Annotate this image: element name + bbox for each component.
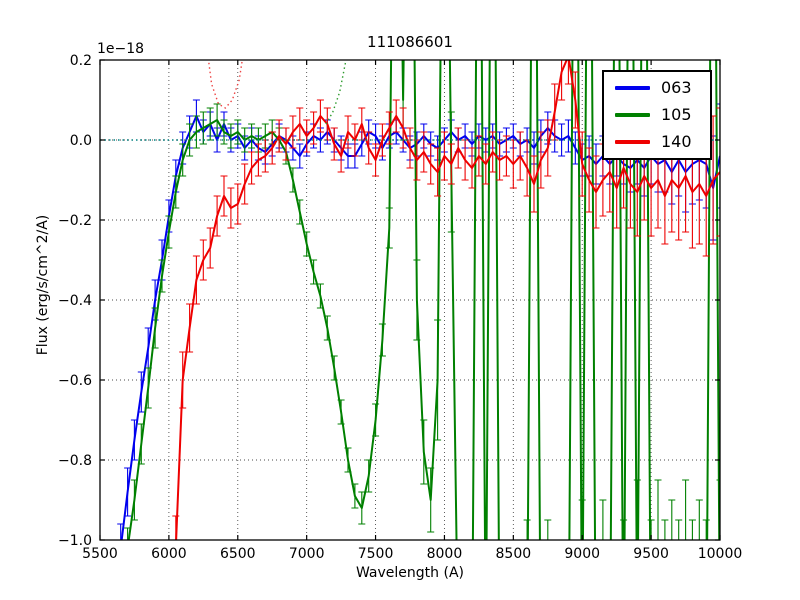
legend-entry-063: 063 [604, 80, 710, 96]
x-tick-label: 9000 [564, 546, 600, 562]
y-tick-label: 0.0 [70, 133, 92, 149]
y-tick-label: −0.6 [58, 373, 92, 389]
legend-line-sample-blue [615, 86, 650, 91]
overlay-green-dotted-curve [325, 60, 347, 125]
x-tick-label: 7500 [358, 546, 394, 562]
legend: 063 105 140 [602, 70, 712, 160]
plot-title: 111086601 [367, 33, 453, 51]
x-tick-label: 6000 [151, 546, 187, 562]
series-140-line [175, 60, 720, 540]
y-axis-offset-text: 1e−18 [97, 41, 145, 57]
x-tick-label: 5500 [82, 546, 118, 562]
x-tick-label: 7000 [289, 546, 325, 562]
series-105-line [127, 60, 720, 540]
x-tick-label: 8000 [427, 546, 463, 562]
legend-label: 063 [661, 78, 692, 98]
x-axis-label: Wavelength (A) [355, 565, 464, 581]
y-tick-label: −0.2 [58, 213, 92, 229]
legend-entry-140: 140 [604, 131, 710, 151]
legend-label: 140 [661, 131, 692, 151]
x-tick-label: 8500 [496, 546, 532, 562]
x-tick-label: 9500 [633, 546, 669, 562]
x-tick-label: 10000 [698, 546, 743, 562]
y-tick-label: −0.8 [58, 453, 92, 469]
y-tick-label: −1.0 [58, 533, 92, 549]
overlay-red-dotted-curve [207, 60, 243, 109]
legend-label: 105 [661, 104, 692, 124]
legend-line-sample-green [615, 112, 650, 117]
x-tick-label: 6500 [220, 546, 256, 562]
legend-entry-105: 105 [604, 104, 710, 124]
legend-line-sample-red [615, 139, 650, 144]
series-group [100, 60, 720, 540]
y-tick-label: 0.2 [70, 53, 92, 69]
y-tick-label: −0.4 [58, 293, 92, 309]
